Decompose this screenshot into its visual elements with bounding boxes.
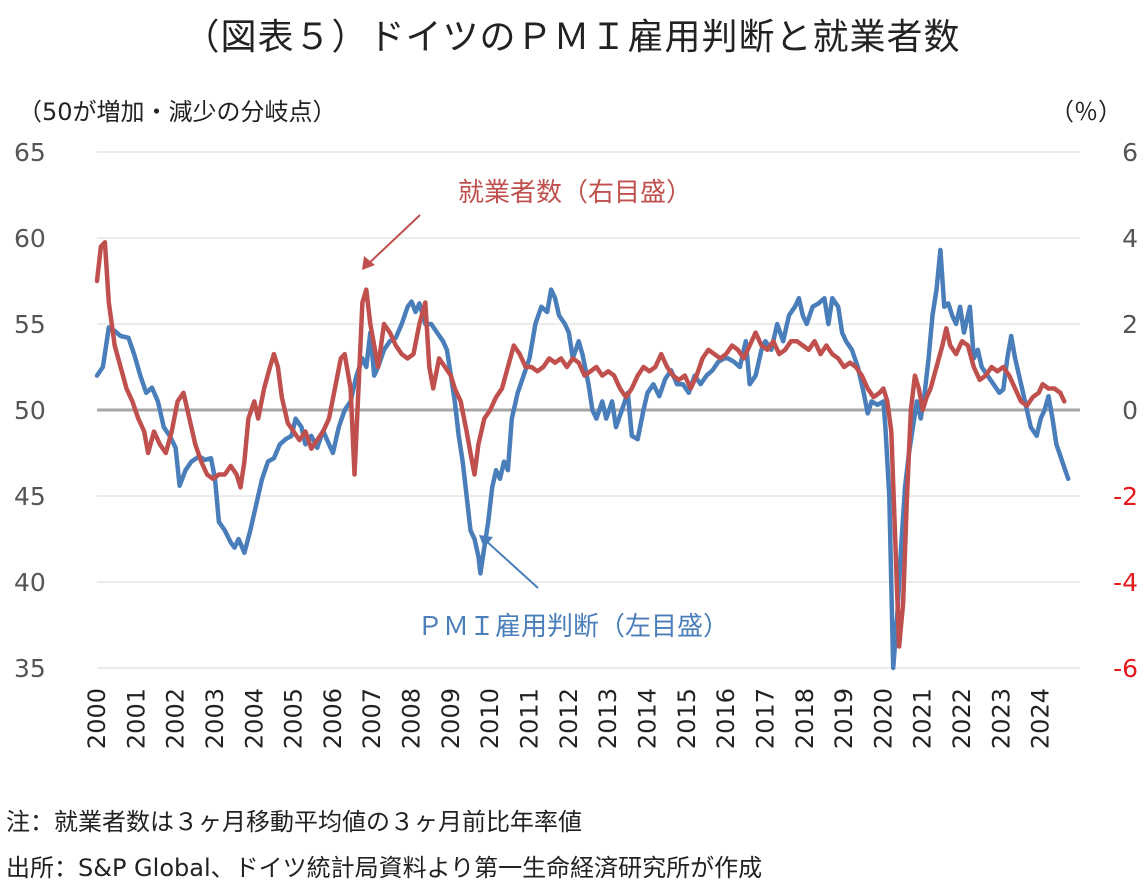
left-tick-label: 50 <box>14 396 46 425</box>
chart-title: （図表５）ドイツのＰＭＩ雇用判断と就業者数 <box>183 17 961 58</box>
right-tick-label: -4 <box>1113 568 1138 597</box>
left-tick-label: 55 <box>14 310 46 339</box>
left-tick-label: 40 <box>14 568 46 597</box>
x-axis-ticks: 2000 2001 2002 2003 2004 2005 2006 2007 2008 2009… <box>83 688 1055 749</box>
x-tick-label: 2013 <box>594 688 622 749</box>
left-tick-label: 35 <box>14 654 46 683</box>
x-tick-label: 2010 <box>476 688 504 749</box>
x-tick-label: 2007 <box>358 688 386 749</box>
x-tick-label: 2017 <box>751 688 779 749</box>
right-axis-ticks: -6 -4 -2 0 2 4 6 <box>1113 138 1138 683</box>
x-tick-label: 2015 <box>673 688 701 749</box>
x-tick-label: 2022 <box>948 688 976 749</box>
annotation-employment-arrow <box>365 214 421 267</box>
x-tick-label: 2001 <box>122 688 150 749</box>
right-tick-label: 0 <box>1122 396 1138 425</box>
x-tick-label: 2023 <box>987 688 1015 749</box>
right-tick-label: 6 <box>1122 138 1138 167</box>
x-tick-label: 2019 <box>830 688 858 749</box>
left-axis-unit-label: （50が増加・減少の分岐点） <box>18 98 337 126</box>
x-tick-label: 2020 <box>869 688 897 749</box>
right-axis-unit-label: （％） <box>1050 98 1122 126</box>
x-tick-label: 2003 <box>201 688 229 749</box>
x-tick-label: 2011 <box>516 688 544 749</box>
x-tick-label: 2012 <box>555 688 583 749</box>
annotation-pmi-arrowhead <box>479 535 493 548</box>
gridlines <box>97 151 1080 669</box>
x-tick-label: 2000 <box>83 688 111 749</box>
left-axis-ticks: 35 40 45 50 55 60 65 <box>14 138 46 683</box>
left-tick-label: 45 <box>14 482 46 511</box>
annotation-pmi: ＰＭＩ雇用判断（左目盛） <box>417 612 729 642</box>
left-tick-label: 60 <box>14 224 46 253</box>
series-lines <box>94 240 1071 671</box>
annotation-pmi-arrow <box>483 538 539 589</box>
x-tick-label: 2021 <box>909 688 937 749</box>
x-tick-label: 2009 <box>437 688 465 749</box>
annotations: 就業者数（右目盛） ＰＭＩ雇用判断（左目盛） <box>362 178 729 642</box>
right-tick-label: 4 <box>1122 224 1138 253</box>
x-tick-label: 2014 <box>633 688 661 749</box>
x-tick-label: 2008 <box>398 688 426 749</box>
annotation-employment: 就業者数（右目盛） <box>458 178 692 208</box>
right-tick-label: -2 <box>1113 482 1138 511</box>
x-tick-label: 2004 <box>240 688 268 749</box>
x-tick-label: 2018 <box>791 688 819 749</box>
x-tick-label: 2016 <box>712 688 740 749</box>
x-tick-label: 2002 <box>162 688 190 749</box>
x-tick-label: 2024 <box>1027 688 1055 749</box>
series-line-employment <box>94 240 1067 649</box>
x-tick-label: 2006 <box>319 688 347 749</box>
annotation-employment-arrowhead <box>362 256 375 270</box>
source-note: 出所：S&P Global、ドイツ統計局資料より第一生命経済研究所が作成 <box>6 854 763 882</box>
x-tick-label: 2005 <box>280 688 308 749</box>
footnote: 注：就業者数は３ヶ月移動平均値の３ヶ月前比年率値 <box>6 808 582 836</box>
left-tick-label: 65 <box>14 138 46 167</box>
right-tick-label: 2 <box>1122 310 1138 339</box>
right-tick-label: -6 <box>1113 654 1138 683</box>
